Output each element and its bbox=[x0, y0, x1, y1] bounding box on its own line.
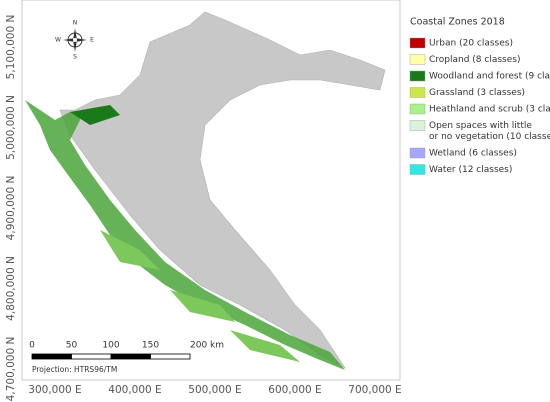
legend-swatch bbox=[409, 70, 426, 82]
x-coordinate-label: 500,000 E bbox=[188, 384, 241, 396]
compass-letter: S bbox=[73, 54, 77, 61]
legend-swatch bbox=[409, 147, 426, 159]
compass-letter: N bbox=[73, 20, 78, 27]
scale-segment bbox=[71, 353, 112, 360]
scale-label: 150 bbox=[142, 341, 159, 351]
scale-segment bbox=[150, 353, 191, 360]
legend-swatch bbox=[409, 37, 426, 49]
compass-letter: E bbox=[90, 37, 94, 44]
coastal-zone bbox=[25, 100, 345, 370]
legend-swatch bbox=[409, 54, 426, 65]
legend-label: Grassland (3 classes) bbox=[429, 88, 525, 98]
scale-segment bbox=[31, 353, 72, 360]
projection-note: Projection: HTRS96/TM bbox=[32, 365, 117, 374]
compass-letter: W bbox=[55, 37, 61, 44]
island bbox=[100, 230, 300, 362]
legend-label: Cropland (8 classes) bbox=[429, 55, 520, 65]
scale-label: 50 bbox=[66, 341, 78, 351]
legend-label: Water (12 classes) bbox=[429, 165, 512, 175]
legend-swatch bbox=[409, 87, 426, 98]
compass: N E S W bbox=[55, 20, 94, 61]
legend-label: Woodland and forest (9 classes) bbox=[429, 72, 550, 82]
legend-label: or no vegetation (10 classes) bbox=[429, 132, 550, 142]
x-coordinate-label: 400,000 E bbox=[108, 384, 161, 396]
scale-label: 0 bbox=[29, 341, 35, 351]
scale-segment bbox=[110, 353, 151, 360]
y-coordinate-label: 4,900,000 N bbox=[5, 176, 17, 241]
y-coordinate-label: 4,700,000 N bbox=[5, 337, 17, 402]
legend-label: Urban (20 classes) bbox=[429, 39, 513, 49]
y-coordinate-label: 5,000,000 N bbox=[5, 95, 17, 160]
scale-label: 200 km bbox=[190, 341, 224, 351]
legend-label: Open spaces with little bbox=[429, 121, 532, 131]
legend-label: Wetland (6 classes) bbox=[429, 149, 517, 159]
coastal-zone bbox=[70, 105, 120, 125]
x-coordinate-label: 600,000 E bbox=[268, 384, 321, 396]
legend: Coastal Zones 2018 Urban (20 classes) Crop… bbox=[409, 17, 550, 175]
scale-label: 100 bbox=[102, 341, 119, 351]
y-coordinate-label: 5,100,000 N bbox=[5, 15, 17, 80]
legend-label: Heathland and scrub (3 classes) bbox=[429, 105, 550, 115]
legend-swatch bbox=[409, 164, 426, 175]
x-coordinate-label: 700,000 E bbox=[348, 384, 401, 396]
scale-bar: 0 50 100 150 200 km Projection: HTRS96/TM bbox=[29, 341, 224, 375]
legend-title: Coastal Zones 2018 bbox=[410, 17, 505, 28]
legend-swatch bbox=[409, 103, 426, 115]
x-coordinate-label: 300,000 E bbox=[28, 384, 81, 396]
legend-swatch bbox=[409, 120, 426, 131]
y-coordinate-label: 4,800,000 N bbox=[5, 256, 17, 321]
